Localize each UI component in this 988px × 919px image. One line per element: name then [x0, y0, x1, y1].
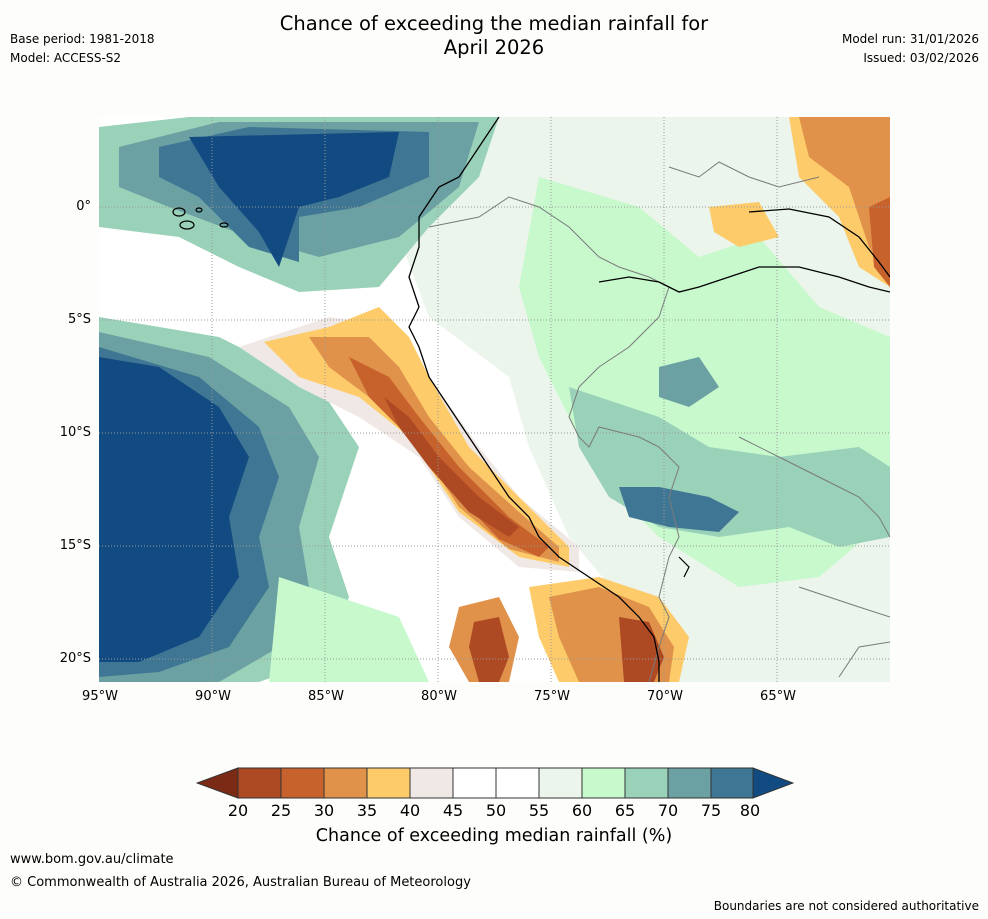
model-name: Model: ACCESS-S2 [10, 51, 122, 65]
footer-disclaimer: Boundaries are not considered authoritat… [713, 899, 979, 913]
dry-band-darkorange [349, 357, 549, 557]
lon-label-75w: 75°W [534, 689, 570, 704]
border-south-east [838, 641, 890, 678]
colorbar-tick-80: 80 [739, 801, 761, 820]
colorbar-bin-20-25 [237, 767, 282, 799]
border-colombia-ecuador [428, 196, 670, 288]
south-dry-patch-2-dark [619, 617, 664, 682]
dry-band-brown [384, 397, 519, 537]
base-period: Base period: 1981-2018 [10, 32, 155, 46]
ne-dry-patch-small [709, 202, 779, 247]
colorbar-bin-30-35 [323, 767, 368, 799]
island-2 [179, 220, 195, 230]
amazon-river [598, 266, 890, 293]
colorbar-tick-70: 70 [657, 801, 679, 820]
colorbar-bin-25-30 [280, 767, 325, 799]
pacific-coastline [408, 117, 660, 682]
colorbar-label: Chance of exceeding median rainfall (%) [315, 826, 673, 846]
footer-copyright: © Commonwealth of Australia 2026, Austra… [10, 875, 471, 890]
colorbar [196, 767, 794, 799]
blue-patch-inland [619, 487, 739, 532]
title-line-2: April 2026 [443, 36, 545, 59]
colorbar-tick-65: 65 [614, 801, 636, 820]
island-4 [219, 222, 229, 228]
colorbar-bin-55-60 [538, 767, 583, 799]
colorbar-bin-40-45 [409, 767, 454, 799]
lat-label-5s: 5°S [67, 312, 91, 327]
ne-dry-patch-dark [869, 197, 890, 287]
model-run: Model run: 31/01/2026 [841, 32, 979, 46]
colorbar-bin-45-50 [452, 767, 497, 799]
title-line-1: Chance of exceeding the median rainfall … [279, 12, 709, 35]
colorbar-arrow-low [196, 767, 239, 799]
island-1 [172, 207, 186, 217]
colorbar-tick-35: 35 [356, 801, 378, 820]
map-title: Chance of exceeding the median rainfall … [0, 12, 988, 60]
colorbar-tick-30: 30 [313, 801, 335, 820]
lat-label-15s: 15°S [59, 538, 91, 553]
colorbar-tick-45: 45 [442, 801, 464, 820]
colorbar-bin-65-70 [624, 767, 669, 799]
teal-patch-inland [659, 357, 719, 407]
lat-label-20s: 20°S [59, 651, 91, 666]
border-bolivia-brazil [738, 436, 890, 538]
graticule [99, 117, 890, 682]
colorbar-tick-50: 50 [485, 801, 507, 820]
colorbar-bin-50-55 [495, 767, 540, 799]
colorbar-tick-75: 75 [700, 801, 722, 820]
rio-negro [748, 208, 890, 278]
lake-titicaca [678, 556, 690, 578]
colorbar-bin-35-40 [366, 767, 411, 799]
lat-label-10s: 10°S [59, 425, 91, 440]
rainfall-map [99, 117, 890, 682]
border-bolivia-paraguay [798, 586, 890, 618]
ne-dry-patch-core [799, 117, 890, 277]
colorbar-tick-60: 60 [571, 801, 593, 820]
country-borders [428, 161, 890, 682]
colorbar-bin-60-65 [581, 767, 626, 799]
rainfall-map-canvas [99, 117, 890, 682]
colorbar-tick-55: 55 [528, 801, 550, 820]
footer-url[interactable]: www.bom.gov.au/climate [10, 852, 174, 867]
colorbar-bin-75-80 [710, 767, 754, 799]
border-peru-brazil [568, 286, 670, 448]
lon-label-80w: 80°W [421, 689, 457, 704]
lat-label-0: 0° [76, 199, 91, 214]
south-dry-patch-1-core [469, 617, 509, 682]
lon-label-95w: 95°W [82, 689, 118, 704]
lon-label-90w: 90°W [195, 689, 231, 704]
galapagos-islands [172, 207, 229, 230]
lon-label-85w: 85°W [308, 689, 344, 704]
lon-label-70w: 70°W [647, 689, 683, 704]
colorbar-bin-70-75 [667, 767, 712, 799]
colorbar-tick-25: 25 [270, 801, 292, 820]
lon-label-65w: 65°W [760, 689, 796, 704]
colorbar-tick-40: 40 [399, 801, 421, 820]
colorbar-tick-20: 20 [227, 801, 249, 820]
sw-green-patch [269, 577, 429, 682]
border-colombia-venezuela [668, 161, 820, 188]
colorbar-arrow-high [752, 767, 794, 799]
north-ocean-dark [189, 132, 399, 267]
border-peru-bolivia [648, 446, 680, 682]
issued-date: Issued: 03/02/2026 [863, 51, 979, 65]
island-3 [195, 207, 203, 213]
